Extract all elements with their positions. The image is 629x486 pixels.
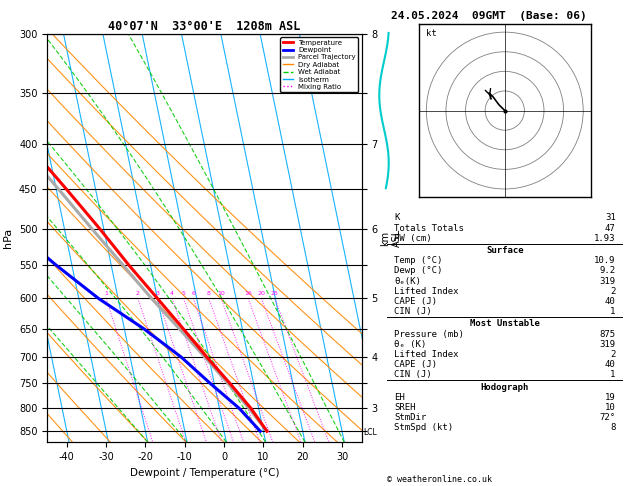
Text: 20: 20 bbox=[257, 292, 265, 296]
Text: Lifted Index: Lifted Index bbox=[394, 350, 459, 359]
Text: Surface: Surface bbox=[486, 246, 523, 255]
Text: θₑ (K): θₑ (K) bbox=[394, 340, 426, 349]
Text: 5: 5 bbox=[182, 292, 186, 296]
Text: θₑ(K): θₑ(K) bbox=[394, 277, 421, 286]
Text: 1: 1 bbox=[610, 307, 616, 316]
Text: CAPE (J): CAPE (J) bbox=[394, 297, 437, 306]
Text: kt: kt bbox=[426, 29, 437, 38]
Text: CAPE (J): CAPE (J) bbox=[394, 360, 437, 369]
Text: Pressure (mb): Pressure (mb) bbox=[394, 330, 464, 339]
Text: 3: 3 bbox=[155, 292, 160, 296]
Text: 2: 2 bbox=[136, 292, 140, 296]
Text: 1.93: 1.93 bbox=[594, 234, 616, 243]
Text: 40: 40 bbox=[605, 297, 616, 306]
Text: Totals Totals: Totals Totals bbox=[394, 224, 464, 233]
Text: Hodograph: Hodograph bbox=[481, 382, 529, 392]
Text: 16: 16 bbox=[244, 292, 252, 296]
Text: 6: 6 bbox=[191, 292, 195, 296]
Y-axis label: hPa: hPa bbox=[3, 228, 13, 248]
Text: 319: 319 bbox=[599, 340, 616, 349]
Text: 10: 10 bbox=[605, 403, 616, 412]
Text: EH: EH bbox=[394, 393, 404, 402]
Text: 24.05.2024  09GMT  (Base: 06): 24.05.2024 09GMT (Base: 06) bbox=[391, 11, 587, 21]
Text: Dewp (°C): Dewp (°C) bbox=[394, 266, 442, 276]
Text: 2: 2 bbox=[610, 287, 616, 295]
Text: 19: 19 bbox=[605, 393, 616, 402]
Text: 10: 10 bbox=[217, 292, 225, 296]
Text: © weatheronline.co.uk: © weatheronline.co.uk bbox=[387, 474, 492, 484]
Legend: Temperature, Dewpoint, Parcel Trajectory, Dry Adiabat, Wet Adiabat, Isotherm, Mi: Temperature, Dewpoint, Parcel Trajectory… bbox=[281, 37, 358, 92]
Text: 1: 1 bbox=[610, 370, 616, 379]
Y-axis label: km
ASL: km ASL bbox=[381, 229, 402, 247]
Text: 875: 875 bbox=[599, 330, 616, 339]
Text: StmDir: StmDir bbox=[394, 413, 426, 422]
X-axis label: Dewpoint / Temperature (°C): Dewpoint / Temperature (°C) bbox=[130, 468, 279, 478]
Text: SREH: SREH bbox=[394, 403, 415, 412]
Text: 2: 2 bbox=[610, 350, 616, 359]
Text: 47: 47 bbox=[605, 224, 616, 233]
Text: Lifted Index: Lifted Index bbox=[394, 287, 459, 295]
Text: CIN (J): CIN (J) bbox=[394, 370, 431, 379]
Text: Temp (°C): Temp (°C) bbox=[394, 256, 442, 265]
Text: 72°: 72° bbox=[599, 413, 616, 422]
Text: 31: 31 bbox=[605, 213, 616, 223]
Text: Most Unstable: Most Unstable bbox=[470, 319, 540, 329]
Text: PW (cm): PW (cm) bbox=[394, 234, 431, 243]
Text: CIN (J): CIN (J) bbox=[394, 307, 431, 316]
Text: 9.2: 9.2 bbox=[599, 266, 616, 276]
Text: StmSpd (kt): StmSpd (kt) bbox=[394, 423, 453, 432]
Text: 40: 40 bbox=[605, 360, 616, 369]
Text: 25: 25 bbox=[271, 292, 279, 296]
Text: 8: 8 bbox=[610, 423, 616, 432]
Text: 319: 319 bbox=[599, 277, 616, 286]
Text: 10.9: 10.9 bbox=[594, 256, 616, 265]
Text: 4: 4 bbox=[170, 292, 174, 296]
Text: 8: 8 bbox=[207, 292, 211, 296]
Text: K: K bbox=[394, 213, 399, 223]
Text: LCL: LCL bbox=[363, 428, 377, 437]
Text: 1: 1 bbox=[104, 292, 108, 296]
Title: 40°07'N  33°00'E  1208m ASL: 40°07'N 33°00'E 1208m ASL bbox=[108, 20, 301, 33]
